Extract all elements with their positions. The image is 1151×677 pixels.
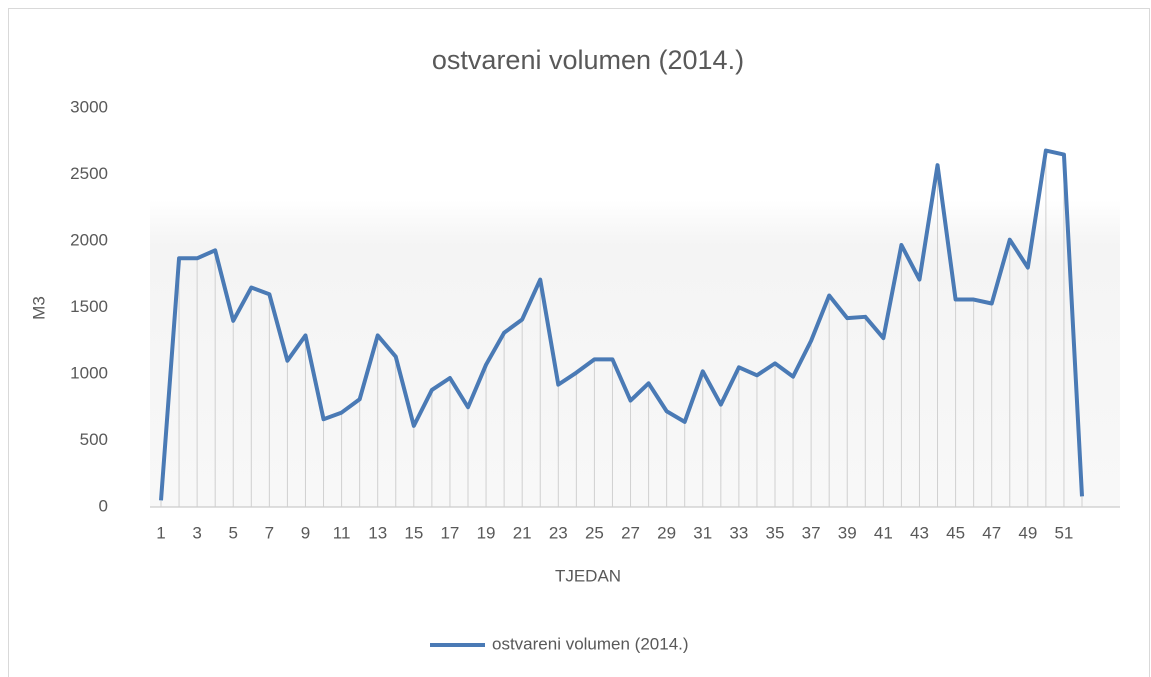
y-tick-label: 2000	[70, 230, 108, 249]
x-tick-label: 7	[265, 523, 274, 542]
y-tick-label: 500	[80, 430, 108, 449]
x-tick-label: 35	[766, 523, 785, 542]
x-tick-label: 3	[192, 523, 201, 542]
x-tick-label: 15	[404, 523, 423, 542]
x-tick-label: 19	[477, 523, 496, 542]
x-tick-label: 21	[513, 523, 532, 542]
x-tick-label: 51	[1054, 523, 1073, 542]
y-tick-label: 3000	[70, 97, 108, 116]
x-tick-label: 13	[368, 523, 387, 542]
x-tick-label: 27	[621, 523, 640, 542]
y-tick-label: 1000	[70, 363, 108, 382]
x-tick-label: 11	[333, 523, 351, 542]
x-tick-label: 43	[910, 523, 929, 542]
x-tick-label: 9	[301, 523, 310, 542]
y-tick-label: 1500	[70, 297, 108, 316]
y-tick-label: 0	[99, 496, 108, 515]
series-line	[159, 148, 1084, 501]
x-tick-label: 39	[838, 523, 857, 542]
chart-title: ostvareni volumen (2014.)	[432, 45, 744, 75]
plot-shade	[150, 200, 1120, 507]
y-tick-label: 2500	[70, 164, 108, 183]
legend-label: ostvareni volumen (2014.)	[492, 634, 689, 653]
x-tick-label: 31	[693, 523, 712, 542]
x-axis-label: TJEDAN	[555, 566, 621, 585]
chart-frame	[8, 8, 1150, 677]
x-tick-label: 33	[729, 523, 748, 542]
x-tick-label: 45	[946, 523, 965, 542]
x-tick-label: 5	[229, 523, 238, 542]
x-tick-label: 23	[549, 523, 568, 542]
x-tick-label: 47	[982, 523, 1001, 542]
x-tick-label: 41	[874, 523, 893, 542]
x-tick-label: 25	[585, 523, 604, 542]
x-tick-label: 37	[802, 523, 821, 542]
x-tick-label: 49	[1018, 523, 1037, 542]
x-tick-label: 1	[156, 523, 165, 542]
x-tick-label: 17	[440, 523, 459, 542]
y-axis-label: M3	[29, 296, 48, 320]
x-tick-label: 29	[657, 523, 676, 542]
